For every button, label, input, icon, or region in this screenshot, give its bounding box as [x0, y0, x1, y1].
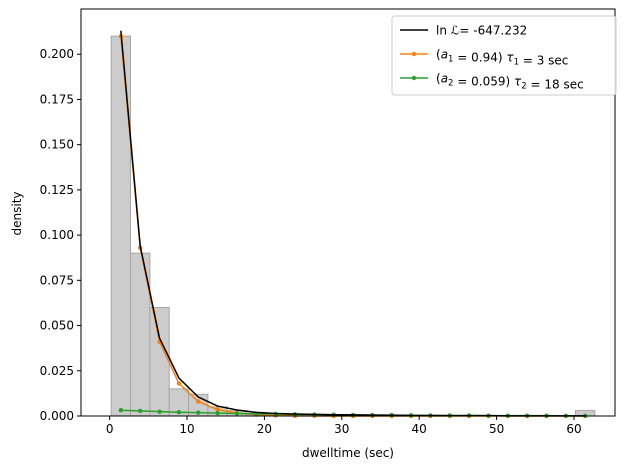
x-axis-label: dwelltime (sec): [302, 446, 394, 460]
y-tick-label: 0.150: [40, 138, 74, 152]
legend-label-part: ℒ: [451, 24, 460, 38]
y-tick-label: 0.000: [40, 409, 74, 423]
series-point-2: [157, 409, 162, 414]
legend-swatch-marker: [411, 75, 417, 81]
legend-label-part: ln: [436, 24, 451, 38]
series-point-2: [234, 411, 240, 416]
legend-entry-label: (a2 = 0.059) τ2 = 18 sec: [436, 72, 584, 92]
plot-frame: [80, 8, 616, 417]
legend-label-part: 2: [448, 79, 453, 89]
legend-entry-label: ln ℒ= -647.232: [436, 24, 527, 38]
y-tick-label: 0.075: [40, 273, 74, 287]
series-point-2: [196, 410, 201, 415]
x-tick-label: 0: [106, 422, 114, 436]
series-point-1: [196, 399, 201, 404]
legend-label-part: (: [436, 48, 441, 62]
series-point-2: [176, 410, 182, 415]
series-point-2: [138, 408, 143, 414]
legend-label-part: 1: [514, 58, 519, 68]
legend-label-part: = 0.94): [453, 51, 506, 65]
legend-label-part: a: [441, 72, 448, 86]
x-tick-label: 50: [489, 422, 504, 436]
y-tick-label: 0.200: [40, 47, 74, 61]
axes: 0 10 20 30 40 50 60 0.000 0.025 0.050 0.075 0.100 0.…: [40, 8, 616, 436]
series-point-2: [118, 408, 124, 413]
legend: ln ℒ= -647.232(a1 = 0.94) τ1 = 3 sec(a2 …: [391, 15, 617, 96]
legend-label-part: = -647.232: [459, 24, 527, 38]
legend-entry-label: (a1 = 0.94) τ1 = 3 sec: [436, 48, 568, 68]
legend-label-part: τ: [506, 51, 514, 65]
histogram-bar: [149, 306, 170, 417]
series-point-1: [176, 381, 182, 386]
legend-label-part: 2: [521, 82, 526, 92]
y-tick-label: 0.125: [40, 183, 74, 197]
x-tick-label: 20: [257, 422, 272, 436]
x-tick-label: 40: [412, 422, 427, 436]
legend-label-part: τ: [514, 75, 522, 89]
legend-box: [391, 15, 617, 96]
legend-label-part: = 18 sec: [527, 78, 584, 92]
legend-label-part: (: [436, 72, 441, 86]
legend-label-part: a: [441, 48, 448, 62]
y-tick-label: 0.025: [40, 364, 74, 378]
y-tick-label: 0.100: [40, 228, 74, 242]
y-axis-label: density: [10, 192, 24, 236]
legend-label-part: = 0.059): [453, 75, 514, 89]
y-tick-label: 0.175: [40, 92, 74, 106]
x-tick-label: 60: [566, 422, 581, 436]
legend-label-part: = 3 sec: [519, 54, 568, 68]
series-point-1: [215, 407, 220, 412]
x-tick-label: 30: [334, 422, 349, 436]
legend-swatch-marker: [411, 51, 417, 57]
x-tick-label: 10: [179, 422, 194, 436]
y-tick-label: 0.050: [40, 319, 74, 333]
histogram-bar: [110, 35, 132, 417]
legend-label-part: 1: [448, 55, 453, 65]
series-point-2: [215, 410, 220, 416]
